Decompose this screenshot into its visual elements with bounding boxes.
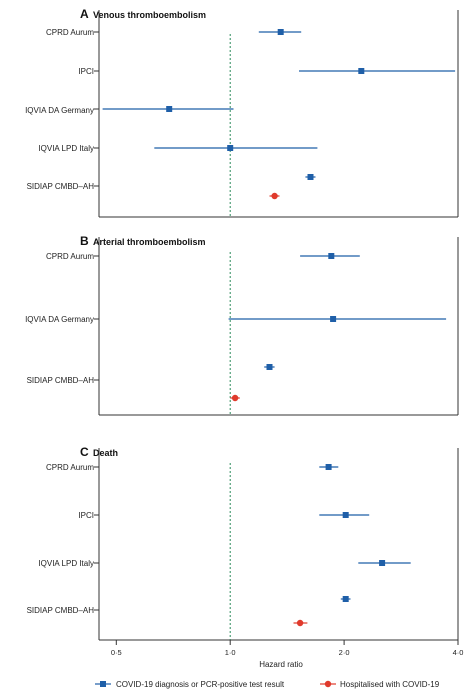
estimate-covid-sidiap-cmbd-ah xyxy=(340,596,351,602)
row-label: IQVIA DA Germany xyxy=(25,315,94,324)
point-estimate xyxy=(271,192,278,200)
legend-label: COVID-19 diagnosis or PCR-positive test … xyxy=(116,680,285,689)
legend-item-covid: COVID-19 diagnosis or PCR-positive test … xyxy=(95,680,285,689)
panel-a-row-cprd-aurum: CPRD Aurum xyxy=(46,28,99,37)
row-label: IQVIA DA Germany xyxy=(25,106,94,115)
legend-label: Hospitalised with COVID-19 xyxy=(340,680,440,689)
estimate-covid-sidiap-cmbd-ah xyxy=(264,364,275,370)
panel-c: C Death CPRD Aurum IPCI IQVIA LPD Italy … xyxy=(27,445,464,669)
x-tick-label: 4·0 xyxy=(453,648,464,657)
row-label: IPCI xyxy=(78,67,94,76)
panel-c-title: Death xyxy=(93,448,118,458)
panel-c-row-sidiap-cmbd-ah: SIDIAP CMBD–AH xyxy=(27,606,99,615)
point-estimate xyxy=(379,560,386,566)
panel-a-row-sidiap-cmbd-ah: SIDIAP CMBD–AH xyxy=(27,182,99,191)
x-tick-label: 0·5 xyxy=(111,648,122,657)
estimate-hosp-sidiap-cmbd-ah xyxy=(293,619,308,627)
panel-b-row-iqvia-da-germany: IQVIA DA Germany xyxy=(25,315,99,324)
panel-b-letter: B xyxy=(80,234,89,248)
point-estimate xyxy=(325,464,332,470)
estimate-covid-iqvia-da-germany xyxy=(102,106,234,112)
legend-square-marker xyxy=(100,681,106,687)
panel-c-letter: C xyxy=(80,445,89,459)
estimate-covid-cprd-aurum xyxy=(319,464,339,470)
row-label: CPRD Aurum xyxy=(46,252,94,261)
panel-c-row-iqvia-lpd-italy: IQVIA LPD Italy xyxy=(38,559,99,568)
point-estimate xyxy=(296,619,304,627)
panel-a-letter: A xyxy=(80,7,89,21)
row-label: SIDIAP CMBD–AH xyxy=(27,606,95,615)
row-label: SIDIAP CMBD–AH xyxy=(27,182,95,191)
row-label: SIDIAP CMBD–AH xyxy=(27,376,95,385)
panel-a-title: Venous thromboembolism xyxy=(93,10,206,20)
panel-a: A Venous thromboembolism CPRD Aurum IPCI… xyxy=(25,7,459,218)
row-label: CPRD Aurum xyxy=(46,28,94,37)
point-estimate xyxy=(166,106,173,112)
estimate-covid-iqvia-lpd-italy xyxy=(358,560,411,566)
panel-a-row-iqvia-lpd-italy: IQVIA LPD Italy xyxy=(38,144,99,153)
row-label: IQVIA LPD Italy xyxy=(38,144,94,153)
x-tick-label: 2·0 xyxy=(339,648,350,657)
panel-b-row-cprd-aurum: CPRD Aurum xyxy=(46,252,99,261)
estimate-covid-ipci xyxy=(299,68,456,74)
estimate-hosp-sidiap-cmbd-ah xyxy=(269,192,280,200)
point-estimate xyxy=(266,364,273,370)
estimate-hosp-sidiap-cmbd-ah xyxy=(230,394,240,402)
estimate-covid-iqvia-da-germany xyxy=(228,316,447,322)
point-estimate xyxy=(328,253,335,259)
point-estimate xyxy=(330,316,337,322)
row-label: IPCI xyxy=(78,511,94,520)
row-label: IQVIA LPD Italy xyxy=(38,559,94,568)
panel-b-title: Arterial thromboembolism xyxy=(93,237,206,247)
panel-a-row-ipci: IPCI xyxy=(78,67,99,76)
estimate-covid-cprd-aurum xyxy=(258,29,302,35)
x-axis-label: Hazard ratio xyxy=(259,660,303,669)
legend-circle-marker xyxy=(324,680,332,688)
point-estimate xyxy=(358,68,365,74)
x-axis-ticks: 0·5 1·0 2·0 4·0 xyxy=(111,640,464,657)
legend-item-hosp: Hospitalised with COVID-19 xyxy=(320,680,440,689)
point-estimate xyxy=(277,29,284,35)
row-label: CPRD Aurum xyxy=(46,463,94,472)
point-estimate xyxy=(231,394,239,402)
panel-b: B Arterial thromboembolism CPRD Aurum IQ… xyxy=(25,234,459,416)
x-tick-label: 1·0 xyxy=(225,648,236,657)
point-estimate xyxy=(227,145,234,151)
panel-b-row-sidiap-cmbd-ah: SIDIAP CMBD–AH xyxy=(27,376,99,385)
point-estimate xyxy=(307,174,314,180)
panel-b-data-marks xyxy=(228,253,447,402)
estimate-covid-sidiap-cmbd-ah xyxy=(305,174,316,180)
panel-c-data-marks xyxy=(293,464,411,627)
point-estimate xyxy=(342,512,349,518)
estimate-covid-iqvia-lpd-italy xyxy=(154,145,318,151)
point-estimate xyxy=(342,596,349,602)
legend: COVID-19 diagnosis or PCR-positive test … xyxy=(95,680,440,689)
panel-c-row-cprd-aurum: CPRD Aurum xyxy=(46,463,99,472)
panel-c-row-ipci: IPCI xyxy=(78,511,99,520)
estimate-covid-cprd-aurum xyxy=(300,253,360,259)
panel-a-data-marks xyxy=(102,29,456,200)
estimate-covid-ipci xyxy=(319,512,370,518)
panel-a-row-iqvia-da-germany: IQVIA DA Germany xyxy=(25,106,99,115)
